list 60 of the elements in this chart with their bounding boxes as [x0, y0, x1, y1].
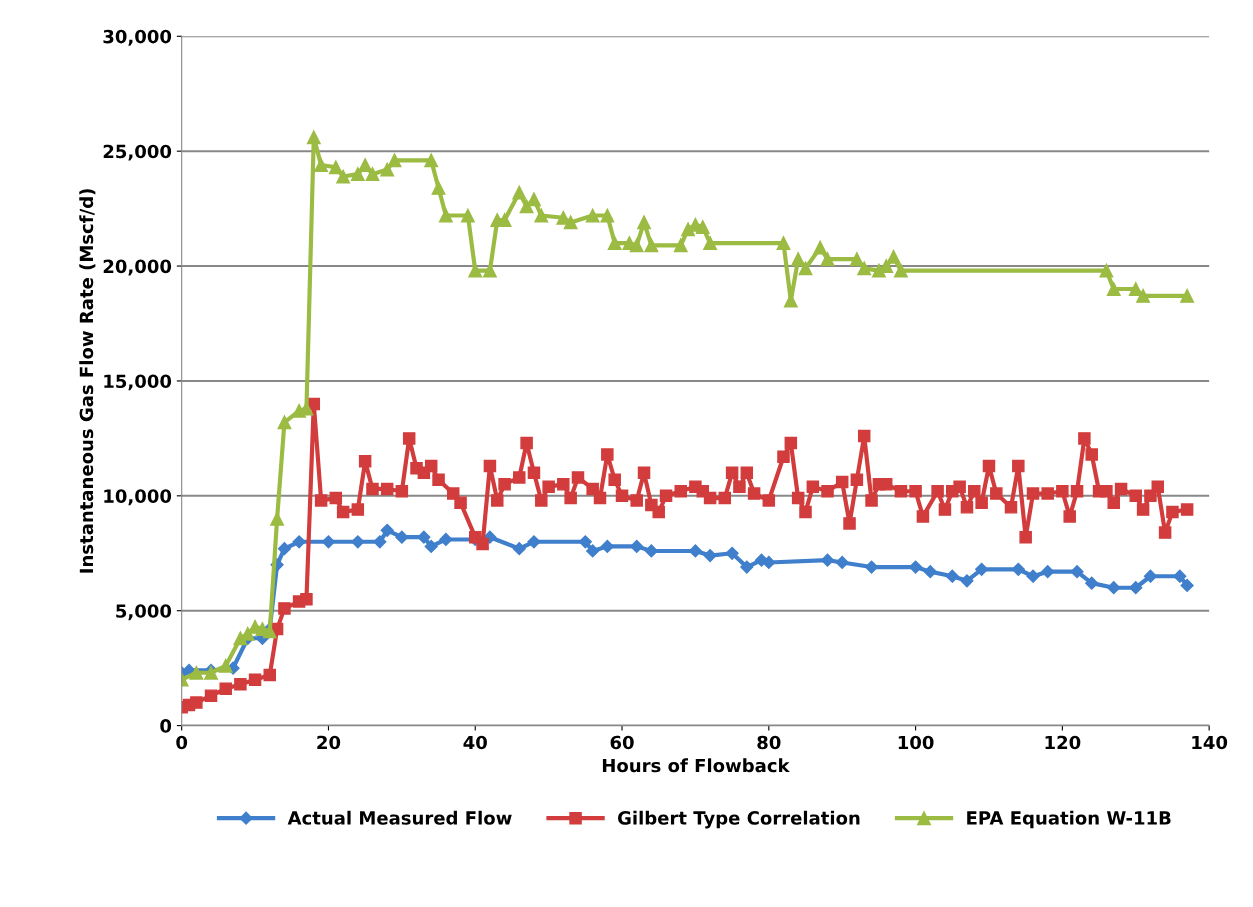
- x-axis-title: Hours of Flowback: [602, 758, 790, 773]
- point: [586, 544, 600, 558]
- point: [762, 555, 776, 570]
- x-tick-label: 0: [176, 735, 188, 750]
- point: [975, 562, 989, 576]
- point: [578, 535, 592, 549]
- y-tick-label: 25,000: [103, 144, 172, 161]
- point: [527, 535, 541, 549]
- point: [395, 530, 409, 544]
- point: [292, 535, 306, 549]
- point: [945, 569, 959, 583]
- point: [688, 544, 703, 558]
- legend-label: EPA Equation W-11B: [967, 810, 1171, 829]
- point: [439, 532, 453, 547]
- point: [1085, 576, 1099, 590]
- x-tick-label: 140: [1192, 735, 1228, 750]
- y-tick-label: 10,000: [104, 489, 172, 506]
- y-tick-label: 15,000: [104, 374, 172, 391]
- point: [908, 560, 923, 574]
- legend-label: Actual Measured Flow: [287, 810, 512, 825]
- point: [923, 565, 937, 579]
- point: [1011, 562, 1025, 576]
- point: [512, 542, 526, 556]
- point: [417, 530, 431, 544]
- x-tick-label: 40: [463, 735, 487, 750]
- point: [1026, 569, 1040, 583]
- point: [321, 535, 336, 549]
- point: [1173, 569, 1187, 583]
- x-tick-label: 80: [757, 735, 781, 750]
- point: [644, 544, 658, 558]
- x-tick-label: 120: [1045, 735, 1081, 750]
- y-tick-label: 5,000: [116, 604, 172, 621]
- x-tick-label: 20: [317, 735, 341, 750]
- point: [864, 560, 879, 574]
- point: [380, 523, 394, 537]
- legend-label: Gilbert Type Correlation: [617, 810, 860, 829]
- point: [1143, 569, 1158, 583]
- point: [960, 574, 974, 588]
- point: [277, 542, 292, 556]
- point: [1180, 578, 1194, 593]
- point: [351, 535, 365, 549]
- point: [703, 548, 717, 563]
- point: [630, 539, 644, 553]
- x-tick-label: 60: [610, 735, 634, 750]
- point: [1070, 565, 1084, 579]
- point: [835, 555, 849, 570]
- y-tick-label: 0: [160, 719, 172, 733]
- point: [820, 553, 835, 567]
- point: [1129, 581, 1143, 595]
- point: [373, 535, 387, 549]
- y-tick-label: 30,000: [103, 29, 172, 46]
- point: [1041, 565, 1055, 579]
- x-tick-label: 100: [898, 735, 934, 750]
- point: [600, 539, 614, 553]
- point: [740, 560, 754, 574]
- point: [725, 546, 739, 560]
- point: [424, 539, 438, 553]
- y-tick-label: 20,000: [103, 259, 172, 276]
- point: [1107, 581, 1121, 595]
- y-axis-title: Instantaneous Gas Flow Rate (Mscf/d): [79, 189, 96, 573]
